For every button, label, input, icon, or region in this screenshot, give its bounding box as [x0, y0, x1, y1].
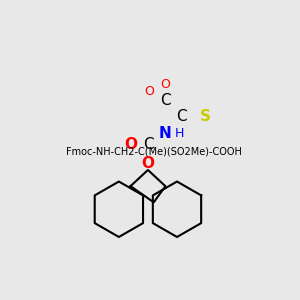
- Text: C: C: [176, 109, 187, 124]
- Text: C: C: [160, 93, 171, 108]
- Text: O: O: [124, 137, 137, 152]
- Text: O: O: [141, 155, 154, 170]
- Text: H: H: [175, 127, 184, 140]
- Text: N: N: [159, 125, 172, 140]
- Text: O: O: [144, 85, 154, 98]
- Text: S: S: [200, 109, 210, 124]
- Text: C: C: [142, 137, 153, 152]
- Text: Fmoc-NH-CH2-C(Me)(SO2Me)-COOH: Fmoc-NH-CH2-C(Me)(SO2Me)-COOH: [66, 146, 242, 157]
- Text: O: O: [160, 78, 170, 91]
